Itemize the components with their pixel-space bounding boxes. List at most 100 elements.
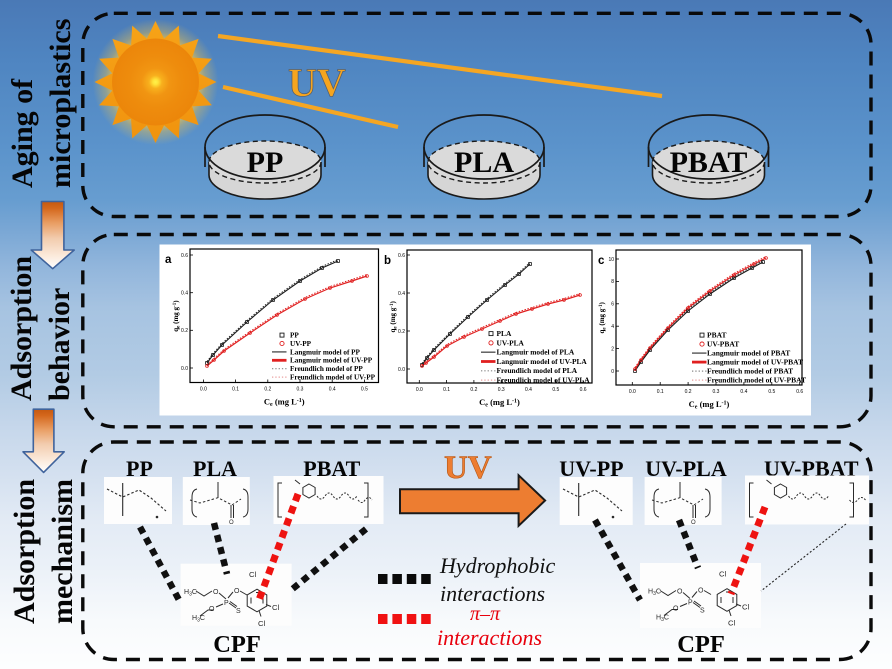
svg-text:Freundlich model of PP: Freundlich model of PP	[290, 365, 363, 373]
svg-text:Freundlich model of UV-PBAT: Freundlich model of UV-PBAT	[707, 376, 806, 385]
svg-text:0.4: 0.4	[398, 291, 405, 297]
svg-text:Cl: Cl	[272, 603, 279, 612]
svg-text:0.6: 0.6	[181, 253, 188, 259]
svg-text:PLA: PLA	[193, 456, 237, 481]
svg-text:H3C: H3C	[192, 615, 205, 624]
svg-text:a: a	[165, 254, 172, 266]
svg-text:H3C: H3C	[184, 589, 197, 598]
svg-text:microplastics: microplastics	[44, 19, 77, 188]
svg-text:UV-PP: UV-PP	[559, 456, 623, 481]
svg-text:Ce (mg L-1): Ce (mg L-1)	[479, 397, 520, 409]
svg-text:UV-PBAT: UV-PBAT	[707, 340, 739, 349]
svg-text:0.4: 0.4	[525, 387, 532, 393]
svg-text:0: 0	[611, 369, 614, 375]
svg-text:O: O	[213, 589, 219, 596]
svg-text:Langmuir model of UV-PLA: Langmuir model of UV-PLA	[497, 357, 588, 366]
svg-text:CPF: CPF	[213, 631, 261, 658]
svg-text:0.2: 0.2	[685, 389, 692, 395]
svg-text:qe (mg g-1): qe (mg g-1)	[172, 300, 182, 332]
svg-text:0.2: 0.2	[264, 387, 271, 393]
svg-text:interactions: interactions	[437, 625, 542, 650]
svg-text:O: O	[673, 606, 679, 613]
svg-text:8: 8	[611, 279, 614, 285]
svg-text:0.3: 0.3	[297, 387, 304, 393]
svg-text:0.1: 0.1	[443, 387, 450, 393]
svg-text:O: O	[691, 520, 696, 526]
svg-text:0.0: 0.0	[416, 387, 423, 393]
svg-text:0.2: 0.2	[181, 328, 188, 334]
svg-text:PLA: PLA	[497, 329, 512, 338]
svg-text:0.2: 0.2	[398, 329, 405, 335]
svg-text:0.0: 0.0	[181, 366, 188, 372]
svg-text:P: P	[224, 600, 229, 607]
svg-text:0.5: 0.5	[768, 389, 775, 395]
svg-text:H3C: H3C	[648, 589, 661, 598]
svg-text:P: P	[688, 600, 693, 607]
svg-text:O: O	[229, 520, 234, 526]
svg-text:PP: PP	[290, 332, 299, 340]
svg-text:0.6: 0.6	[580, 387, 587, 393]
svg-text:Cl: Cl	[258, 619, 265, 628]
svg-text:S: S	[236, 608, 241, 615]
svg-text:O: O	[698, 588, 704, 595]
svg-text:0.6: 0.6	[796, 389, 803, 395]
svg-text:UV-PLA: UV-PLA	[497, 338, 525, 347]
svg-text:interactions: interactions	[440, 581, 545, 606]
svg-text:CPF: CPF	[677, 631, 725, 658]
svg-text:Freundlich model of PBAT: Freundlich model of PBAT	[707, 367, 793, 376]
svg-text:0.4: 0.4	[181, 291, 188, 297]
svg-text:π–π: π–π	[470, 603, 501, 625]
svg-text:0.2: 0.2	[470, 387, 477, 393]
svg-text:Cl: Cl	[742, 603, 749, 612]
svg-text:0.4: 0.4	[329, 387, 336, 393]
svg-text:10: 10	[608, 257, 614, 263]
svg-text:mechanism: mechanism	[46, 479, 79, 624]
svg-text:Langmuir model of PLA: Langmuir model of PLA	[497, 348, 575, 357]
svg-text:PP: PP	[247, 146, 284, 179]
svg-text:Adsorption: Adsorption	[5, 256, 38, 401]
svg-text:O: O	[209, 606, 215, 613]
svg-text:PBAT: PBAT	[670, 146, 748, 179]
svg-text:b: b	[384, 255, 391, 267]
svg-text:Cl: Cl	[249, 570, 256, 579]
svg-text:0.5: 0.5	[361, 387, 368, 393]
svg-text:PP: PP	[126, 456, 153, 481]
svg-text:c: c	[598, 255, 605, 267]
svg-text:qe (mg g-1): qe (mg g-1)	[389, 301, 399, 333]
svg-text:behavior: behavior	[43, 288, 76, 401]
svg-text:UV: UV	[444, 450, 492, 486]
svg-text:Cl: Cl	[719, 570, 726, 579]
svg-text:Aging of: Aging of	[6, 78, 39, 188]
svg-text:UV-PLA: UV-PLA	[645, 456, 727, 481]
svg-text:4: 4	[611, 324, 614, 330]
svg-text:Hydrophobic: Hydrophobic	[439, 553, 556, 578]
svg-text:0.0: 0.0	[629, 389, 636, 395]
svg-text:qe (mg g-1): qe (mg g-1)	[598, 302, 608, 334]
svg-text:PBAT: PBAT	[707, 331, 726, 340]
svg-text:O: O	[677, 589, 683, 596]
svg-text:0.5: 0.5	[552, 387, 559, 393]
svg-text:0.0: 0.0	[200, 387, 207, 393]
svg-text:Ce (mg L-1): Ce (mg L-1)	[689, 399, 730, 411]
svg-text:0.3: 0.3	[498, 387, 505, 393]
svg-text:H3C: H3C	[656, 615, 669, 624]
svg-text:UV: UV	[288, 60, 346, 105]
svg-text:UV-PP: UV-PP	[290, 340, 312, 348]
svg-text:0.4: 0.4	[740, 389, 747, 395]
svg-text:0.1: 0.1	[657, 389, 664, 395]
svg-text:0.3: 0.3	[713, 389, 720, 395]
svg-text:Langmuir model of UV-PBAT: Langmuir model of UV-PBAT	[707, 358, 803, 367]
svg-text:Cl: Cl	[728, 619, 735, 628]
svg-text:0.0: 0.0	[398, 367, 405, 373]
svg-text:2: 2	[611, 346, 614, 352]
svg-text:6: 6	[611, 302, 614, 308]
svg-text:Langmuir model of PBAT: Langmuir model of PBAT	[707, 349, 790, 358]
svg-text:0.1: 0.1	[232, 387, 239, 393]
svg-text:PLA: PLA	[454, 146, 514, 179]
svg-text:Langmuir model of UV-PP: Langmuir model of UV-PP	[290, 357, 373, 365]
svg-text:Freundlich model of UV-PP: Freundlich model of UV-PP	[290, 374, 376, 382]
svg-text:O: O	[234, 588, 240, 595]
svg-text:Adsorption: Adsorption	[8, 479, 41, 624]
svg-text:Freundlich model of UV-PLA: Freundlich model of UV-PLA	[497, 376, 591, 385]
svg-text:Langmuir model of PP: Langmuir model of PP	[290, 348, 361, 356]
